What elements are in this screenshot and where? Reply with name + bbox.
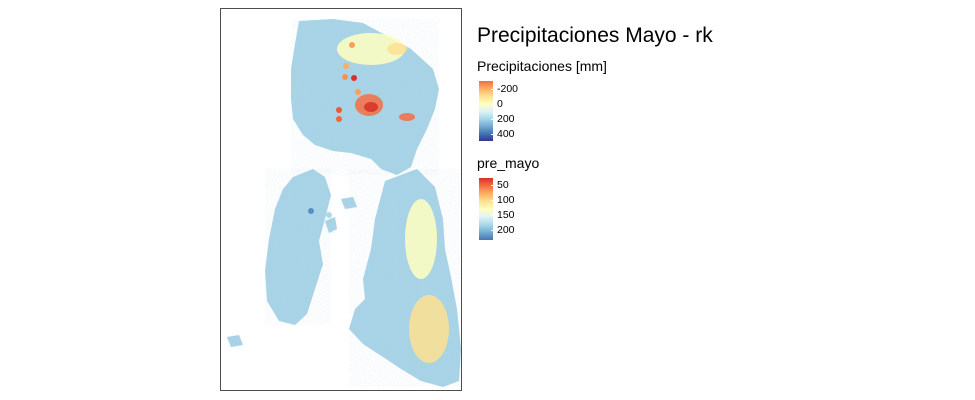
legend-pre-mayo-tick: 100: [491, 194, 515, 206]
legend-pre-mayo-title: pre_mayo: [477, 155, 540, 171]
chiloe-island-texture: [265, 169, 331, 325]
precipitation-map: [227, 19, 461, 387]
precipitation-anomaly: [405, 199, 437, 279]
station-point: [343, 63, 349, 69]
station-point: [355, 89, 361, 95]
legend-precipitaciones-colorbar: [479, 81, 493, 141]
station-point: [336, 107, 342, 113]
legend-precipitaciones-tick: 0: [491, 98, 503, 110]
legend-precipitaciones-tick: 400: [491, 128, 515, 140]
small-island-texture: [227, 335, 243, 347]
small-island-texture: [341, 197, 357, 209]
small-island-texture: [325, 217, 337, 233]
legend-pre-mayo-colorbar: [479, 178, 493, 240]
precipitation-anomaly: [409, 295, 449, 363]
station-point: [342, 74, 348, 80]
legend-pre-mayo-tick: 150: [491, 209, 515, 221]
station-point: [336, 116, 342, 122]
map-title: Precipitaciones Mayo - rk: [477, 24, 713, 47]
precipitation-anomaly: [364, 102, 378, 112]
legend-precipitaciones-title: Precipitaciones [mm]: [477, 58, 607, 74]
legend-precipitaciones: Precipitaciones [mm] -200 0 200 400: [477, 58, 607, 141]
legend-pre-mayo-tick: 50: [491, 179, 509, 191]
legend-pre-mayo-tick: 200: [491, 224, 515, 236]
station-point: [349, 42, 355, 48]
station-point: [326, 212, 332, 218]
station-point: [308, 208, 314, 214]
legend-precipitaciones-tick: -200: [490, 83, 519, 95]
precipitation-anomaly: [387, 43, 407, 55]
mainland-strip-texture: [349, 169, 461, 387]
legend-pre-mayo: pre_mayo 50 100 150 200: [477, 155, 539, 240]
precipitation-anomaly: [337, 33, 405, 65]
station-point: [351, 75, 357, 81]
map-panel: [220, 8, 462, 391]
legend-precipitaciones-tick: 200: [491, 113, 515, 125]
precipitation-anomaly: [399, 113, 415, 121]
